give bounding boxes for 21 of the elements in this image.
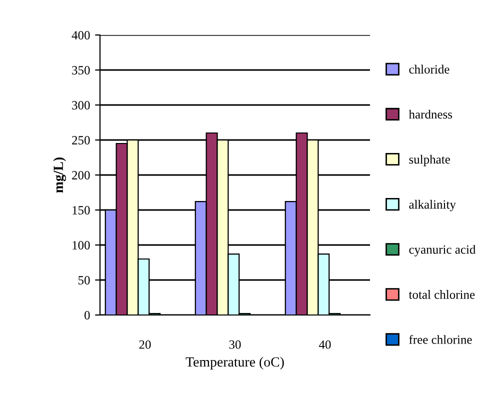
legend-label: alkalinity	[409, 200, 456, 212]
legend-label: cyanuric acid	[409, 244, 476, 256]
y-tick-label: 350	[72, 66, 90, 74]
x-tick-label: 30	[229, 340, 241, 349]
y-tick-label: 200	[72, 171, 90, 180]
x-axis-title: Temperature (oC)	[186, 356, 284, 370]
y-tick-label: 400	[72, 31, 90, 40]
y-tick-label: 150	[72, 206, 90, 214]
y-tick-label: 50	[78, 276, 90, 284]
x-tick-label: 40	[318, 340, 331, 349]
legend-label: free chlorine	[409, 334, 472, 344]
y-tick-label: 100	[72, 241, 90, 250]
y-tick-label: 250	[72, 136, 90, 144]
legend-label: total chlorine	[408, 290, 475, 299]
legend-label: hardness	[408, 110, 452, 119]
y-tick-label: 300	[72, 101, 90, 110]
y-axis-title: mg/L)	[53, 157, 66, 193]
legend-label: chloride	[409, 64, 450, 74]
legend-label: sulphate	[409, 154, 450, 166]
x-tick-label: 20	[139, 340, 151, 349]
y-tick-label: 0	[84, 311, 90, 320]
